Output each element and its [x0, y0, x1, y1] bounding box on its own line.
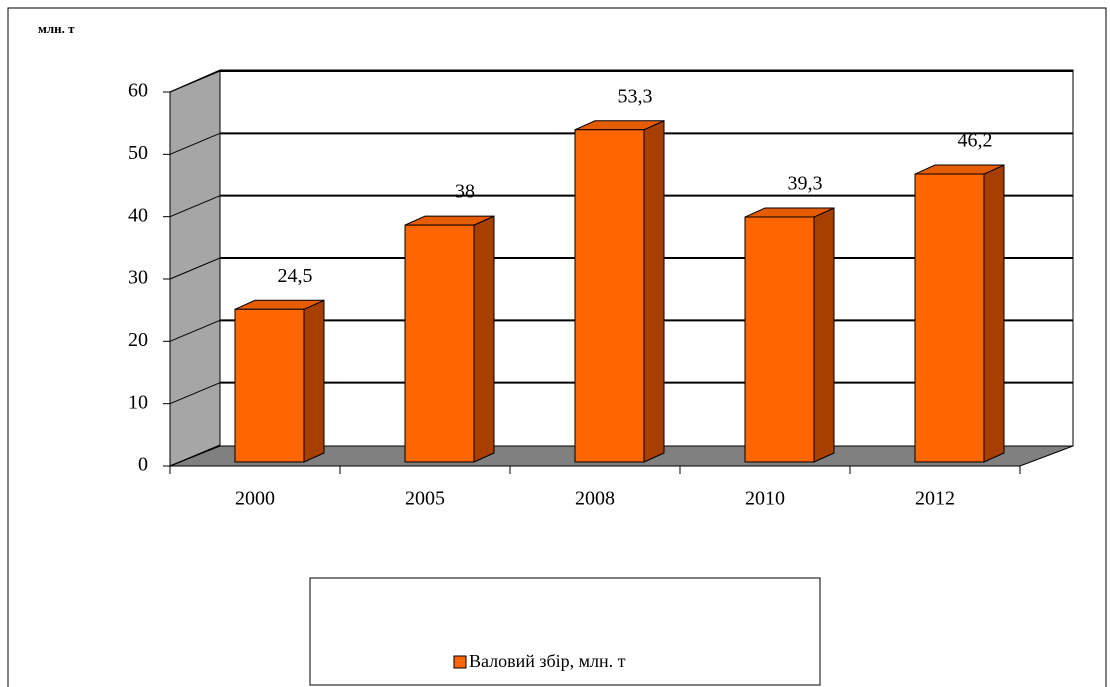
bar-front [234, 308, 305, 463]
bar [914, 164, 1005, 463]
bar-side [473, 215, 495, 463]
x-tick-label: 2005 [405, 488, 445, 510]
side-grid [169, 257, 221, 280]
value-label: 39,3 [788, 173, 823, 195]
bar [574, 119, 665, 463]
bar-front [574, 129, 645, 463]
y-tick-label: 40 [128, 204, 148, 226]
bar [404, 215, 495, 463]
side-grid [169, 70, 221, 93]
y-tick-label: 60 [128, 80, 148, 102]
bar [234, 299, 325, 463]
x-tick-label: 2000 [235, 488, 275, 510]
value-label: 53,3 [618, 85, 653, 107]
side-grid [169, 444, 221, 467]
x-tick-label: 2008 [575, 488, 615, 510]
side-grid [169, 382, 221, 405]
bar-front [744, 216, 815, 463]
legend-box [309, 577, 821, 686]
bar-side [643, 119, 665, 463]
legend-label: Валовий збір, млн. т [469, 651, 626, 671]
x-tick-label: 2012 [915, 488, 955, 510]
x-tick-label: 2010 [745, 488, 785, 510]
value-label: 38 [455, 181, 475, 203]
y-tick-label: 30 [128, 267, 148, 289]
value-label: 46,2 [958, 130, 993, 152]
side-grid [169, 195, 221, 218]
value-label: 24,5 [278, 265, 313, 287]
y-tick-label: 10 [128, 391, 148, 413]
side-grid [169, 132, 221, 155]
bar-front [914, 173, 985, 463]
side-grid [169, 319, 221, 342]
bar [744, 207, 835, 463]
bar-front [404, 224, 475, 463]
y-tick-label: 50 [128, 142, 148, 164]
bar-side [983, 164, 1005, 463]
y-axis-label: млн. т [38, 21, 75, 36]
y-tick-label: 0 [138, 454, 148, 476]
bar-side [813, 207, 835, 463]
bar-side [303, 299, 325, 463]
legend-swatch [453, 655, 467, 669]
frame [7, 7, 1107, 687]
y-tick-label: 20 [128, 329, 148, 351]
